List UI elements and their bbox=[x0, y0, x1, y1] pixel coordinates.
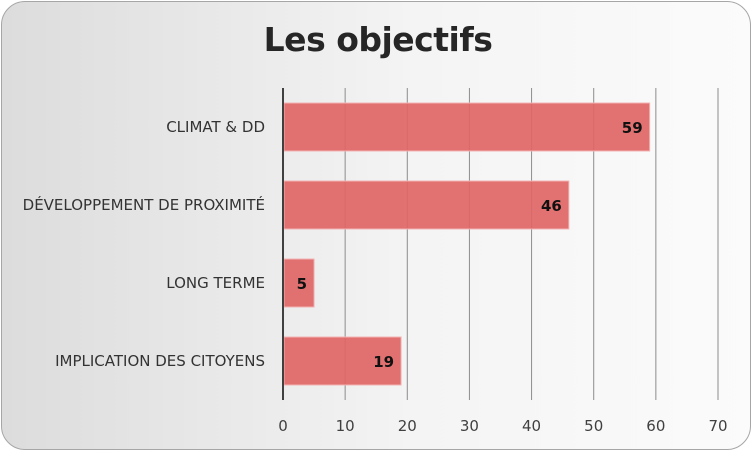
data-label: 59 bbox=[622, 119, 643, 137]
labels: 0 10 20 30 40 50 60 70 CLIMAT & DD 59 DÉVELOPPEMEN… bbox=[23, 118, 728, 435]
x-tick-label: 40 bbox=[522, 417, 541, 435]
x-tick-label: 20 bbox=[398, 417, 417, 435]
x-tick-label: 10 bbox=[336, 417, 355, 435]
chart-title: Les objectifs bbox=[263, 20, 493, 59]
data-label: 5 bbox=[297, 275, 307, 293]
x-tick-label: 0 bbox=[278, 417, 288, 435]
x-tick-label: 50 bbox=[584, 417, 603, 435]
bar bbox=[283, 102, 651, 152]
category-label: CLIMAT & DD bbox=[166, 118, 265, 136]
category-label: IMPLICATION DES CITOYENS bbox=[55, 352, 265, 370]
data-label: 19 bbox=[373, 353, 394, 371]
x-tick-label: 30 bbox=[460, 417, 479, 435]
category-label: LONG TERME bbox=[166, 274, 265, 292]
bars bbox=[283, 102, 651, 386]
x-tick-label: 70 bbox=[708, 417, 727, 435]
data-label: 46 bbox=[541, 197, 562, 215]
x-tick-label: 60 bbox=[646, 417, 665, 435]
bar bbox=[283, 180, 570, 230]
category-label: DÉVELOPPEMENT DE PROXIMITÉ bbox=[23, 195, 265, 214]
